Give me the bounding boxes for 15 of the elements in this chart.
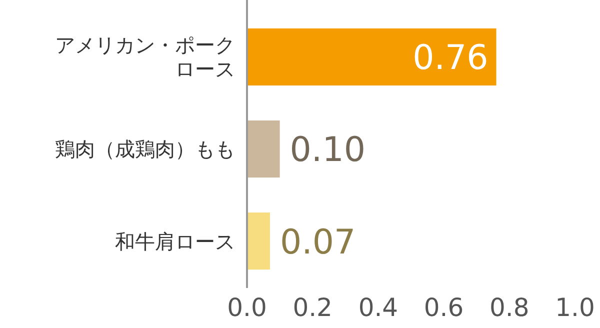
- bar: [247, 120, 280, 178]
- data-label: 0.10: [290, 130, 366, 170]
- y-tick-label: アメリカン・ポークロース: [55, 33, 235, 82]
- x-tick-label: 0.6: [424, 293, 464, 322]
- bar: [247, 28, 496, 86]
- x-tick-label: 0.4: [358, 293, 398, 322]
- bar: [247, 212, 270, 270]
- x-tick-label: 0.2: [292, 293, 332, 322]
- x-tick-label: 1.0: [555, 293, 595, 322]
- x-tick-label: 0.0: [227, 293, 267, 322]
- x-tick-label: 0.8: [490, 293, 530, 322]
- data-label: 0.07: [280, 222, 356, 262]
- data-label: 0.76: [412, 38, 488, 78]
- y-tick-label: 鶏肉（成鶏肉）もも: [55, 137, 235, 162]
- y-tick-label: 和牛肩ロース: [115, 229, 235, 254]
